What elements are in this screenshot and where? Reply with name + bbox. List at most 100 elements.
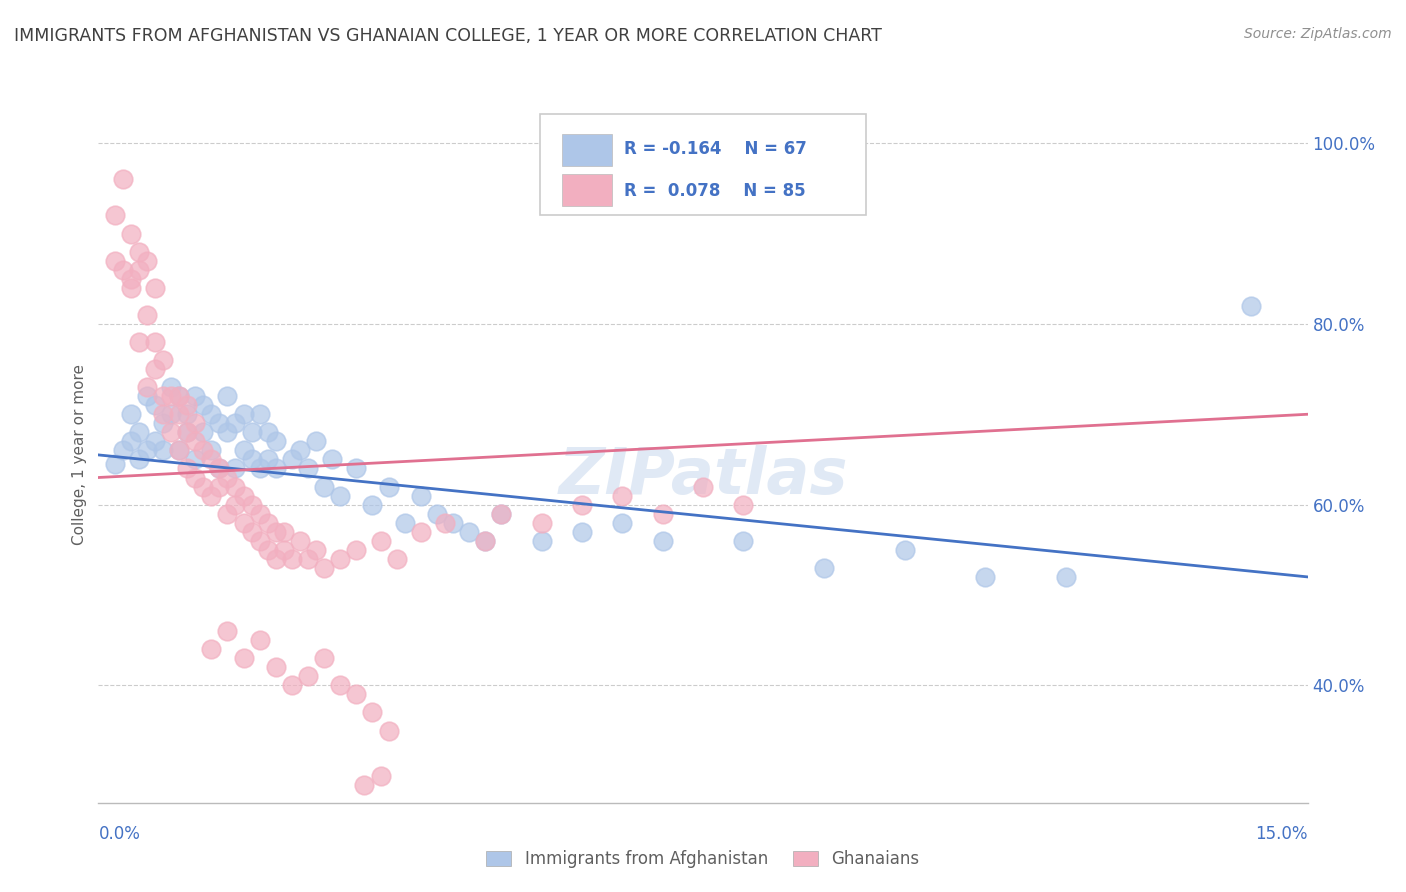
Point xyxy=(200,443,222,458)
Point xyxy=(128,334,150,349)
Point xyxy=(193,425,215,440)
Point xyxy=(160,407,183,421)
Point xyxy=(281,551,304,566)
Point xyxy=(474,533,496,548)
Point xyxy=(232,651,254,665)
Point xyxy=(143,434,166,449)
Point xyxy=(208,479,231,493)
Point xyxy=(385,551,408,566)
Point xyxy=(441,516,464,530)
Point xyxy=(474,533,496,548)
Point xyxy=(103,457,125,471)
Point xyxy=(200,489,222,503)
Point xyxy=(128,262,150,277)
Point xyxy=(135,443,157,458)
Point xyxy=(160,425,183,440)
Point xyxy=(135,253,157,268)
Point xyxy=(264,551,287,566)
Point xyxy=(612,516,634,530)
Point xyxy=(128,452,150,467)
Text: ZIPatlas: ZIPatlas xyxy=(558,445,848,507)
Point xyxy=(184,452,207,467)
Point xyxy=(281,452,304,467)
Point xyxy=(409,524,432,539)
Point xyxy=(264,660,287,674)
Point xyxy=(974,570,997,584)
Point xyxy=(143,334,166,349)
Point xyxy=(152,389,174,403)
Point xyxy=(409,489,432,503)
Point xyxy=(217,389,239,403)
Point xyxy=(344,687,367,701)
Point xyxy=(256,425,278,440)
Point xyxy=(370,533,392,548)
Point xyxy=(530,516,553,530)
Point xyxy=(184,434,207,449)
Point xyxy=(361,498,384,512)
Point xyxy=(120,434,142,449)
Point xyxy=(491,507,513,521)
Point xyxy=(530,533,553,548)
Point xyxy=(377,479,399,493)
Point xyxy=(167,443,190,458)
Point xyxy=(651,533,673,548)
Point xyxy=(1054,570,1077,584)
Point xyxy=(167,389,190,403)
Point xyxy=(128,244,150,259)
Point xyxy=(152,407,174,421)
Text: 15.0%: 15.0% xyxy=(1256,825,1308,843)
Point xyxy=(167,443,190,458)
Point xyxy=(184,470,207,484)
Point xyxy=(217,624,239,639)
Point xyxy=(152,443,174,458)
Point xyxy=(111,443,134,458)
Point xyxy=(297,461,319,475)
Point xyxy=(353,778,375,792)
Text: IMMIGRANTS FROM AFGHANISTAN VS GHANAIAN COLLEGE, 1 YEAR OR MORE CORRELATION CHAR: IMMIGRANTS FROM AFGHANISTAN VS GHANAIAN … xyxy=(14,27,882,45)
Point xyxy=(264,524,287,539)
Point xyxy=(344,461,367,475)
Point xyxy=(200,452,222,467)
Point xyxy=(612,489,634,503)
Point xyxy=(434,516,457,530)
Point xyxy=(264,434,287,449)
Point xyxy=(240,524,263,539)
Point xyxy=(394,516,416,530)
Point xyxy=(167,407,190,421)
Text: R = -0.164    N = 67: R = -0.164 N = 67 xyxy=(624,140,807,159)
Point xyxy=(208,417,231,431)
Point xyxy=(329,489,352,503)
Point xyxy=(240,425,263,440)
Point xyxy=(193,479,215,493)
Point xyxy=(176,425,198,440)
Point xyxy=(184,389,207,403)
Point xyxy=(120,407,142,421)
Point xyxy=(176,461,198,475)
Point xyxy=(176,398,198,412)
Point xyxy=(111,262,134,277)
Point xyxy=(893,542,915,557)
Point xyxy=(152,353,174,368)
Point xyxy=(288,533,311,548)
Point xyxy=(160,380,183,394)
Text: Source: ZipAtlas.com: Source: ZipAtlas.com xyxy=(1244,27,1392,41)
Point xyxy=(224,479,246,493)
Point xyxy=(491,507,513,521)
Point xyxy=(288,443,311,458)
Point xyxy=(120,271,142,285)
Point xyxy=(249,407,271,421)
Point xyxy=(571,498,593,512)
Point xyxy=(232,407,254,421)
Point xyxy=(321,452,343,467)
Point xyxy=(240,452,263,467)
Point xyxy=(143,362,166,376)
Point xyxy=(305,542,328,557)
Point xyxy=(249,633,271,648)
Point xyxy=(184,417,207,431)
Point xyxy=(103,209,125,223)
Point xyxy=(651,507,673,521)
Point xyxy=(224,417,246,431)
Point xyxy=(135,380,157,394)
Point xyxy=(256,542,278,557)
Point xyxy=(135,389,157,403)
